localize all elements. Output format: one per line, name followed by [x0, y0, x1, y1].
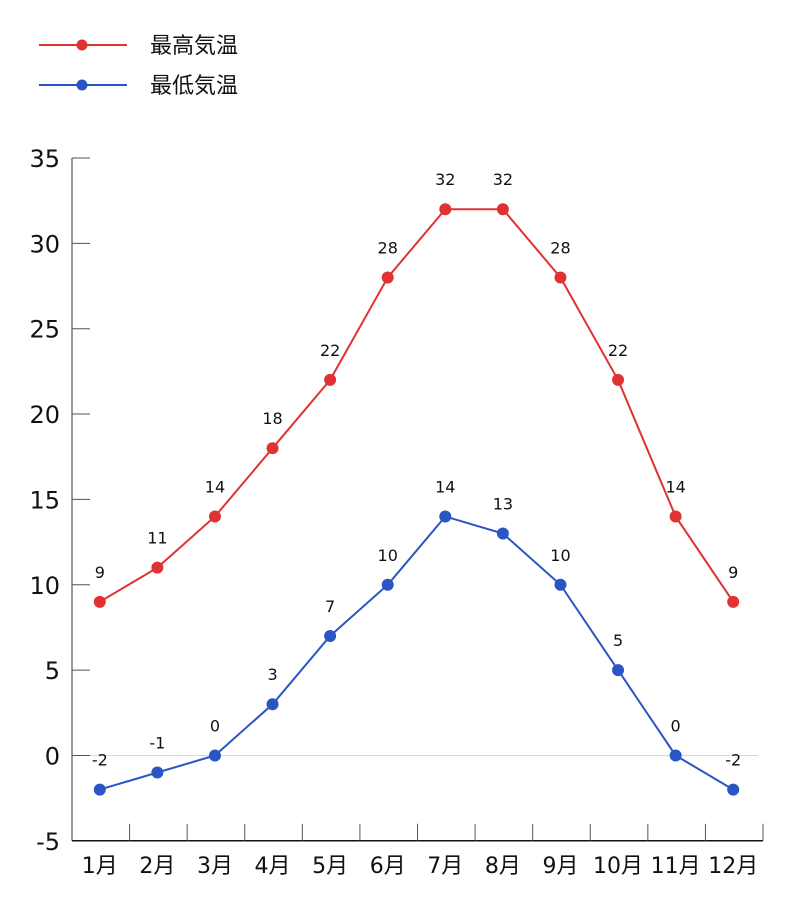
- data-point: [496, 203, 509, 216]
- legend-item: 最低気温: [39, 74, 238, 99]
- data-point: [324, 373, 337, 386]
- y-tick-label: 20: [29, 401, 60, 429]
- legend-marker-icon: [76, 79, 88, 91]
- legend-label: 最低気温: [150, 74, 238, 99]
- x-tick-label: 8月: [485, 854, 521, 879]
- data-point: [554, 271, 567, 284]
- x-tick-label: 11月: [651, 854, 701, 879]
- data-point: [151, 766, 164, 779]
- data-point: [669, 749, 682, 762]
- data-point: [727, 783, 740, 796]
- x-tick-label: 5月: [312, 854, 348, 879]
- data-point: [93, 783, 106, 796]
- data-label: 18: [262, 409, 282, 428]
- y-tick-label: 30: [29, 230, 60, 258]
- data-label: 32: [435, 170, 455, 189]
- data-point: [324, 629, 337, 642]
- data-label: 32: [493, 170, 513, 189]
- data-point: [381, 271, 394, 284]
- data-label: 9: [728, 563, 738, 582]
- data-point: [554, 578, 567, 591]
- y-tick-label: -5: [36, 828, 60, 856]
- data-label: 0: [671, 716, 681, 735]
- y-tick-label: 25: [29, 316, 60, 344]
- data-point: [612, 664, 625, 677]
- data-label: 22: [320, 341, 340, 360]
- data-point: [381, 578, 394, 591]
- data-point: [439, 203, 452, 216]
- y-tick-label: 10: [29, 572, 60, 600]
- data-label: 13: [493, 495, 513, 514]
- data-label: 10: [550, 546, 570, 565]
- y-tick-label: 15: [29, 486, 60, 514]
- series-max-temp: 9 11 14 18 22 28 32 32 28 22 14 9: [93, 170, 740, 608]
- legend-marker-icon: [76, 39, 88, 51]
- data-label: -2: [725, 751, 741, 770]
- x-tick-label: 10月: [593, 854, 643, 879]
- data-label: -2: [92, 751, 108, 770]
- x-tick-label: 12月: [708, 854, 758, 879]
- x-tick-label: 3月: [197, 854, 233, 879]
- x-tick-label: 2月: [139, 854, 175, 879]
- data-label: 3: [267, 665, 277, 684]
- data-point: [612, 373, 625, 386]
- data-point: [496, 527, 509, 540]
- data-label: 14: [435, 477, 455, 496]
- series-min-temp: -2 -1 0 3 7 10 14 13 10 5 0 -2: [92, 477, 741, 796]
- x-axis: 1月 2月 3月 4月 5月 6月 7月 8月 9月 10月 11月 12月: [72, 823, 764, 879]
- y-tick-label: 0: [45, 742, 60, 770]
- data-point: [266, 442, 279, 455]
- data-label: 10: [378, 546, 398, 565]
- data-label: 5: [613, 631, 623, 650]
- data-label: 9: [95, 563, 105, 582]
- x-tick-label: 6月: [370, 854, 406, 879]
- data-label: 14: [665, 477, 685, 496]
- x-tick-label: 9月: [542, 854, 578, 879]
- data-label: 22: [608, 341, 628, 360]
- y-tick-label: 5: [45, 657, 60, 685]
- data-label: 14: [205, 477, 225, 496]
- x-tick-label: 7月: [427, 854, 463, 879]
- data-point: [727, 595, 740, 608]
- data-point: [208, 749, 221, 762]
- data-label: 0: [210, 716, 220, 735]
- data-point: [669, 510, 682, 523]
- legend-item: 最高気温: [39, 34, 238, 59]
- data-point: [439, 510, 452, 523]
- data-point: [151, 561, 164, 574]
- x-tick-label: 1月: [82, 854, 118, 879]
- x-tick-label: 4月: [255, 854, 291, 879]
- data-label: 28: [550, 238, 570, 257]
- data-point: [93, 595, 106, 608]
- legend-label: 最高気温: [150, 34, 238, 59]
- data-label: 28: [378, 238, 398, 257]
- data-point: [208, 510, 221, 523]
- data-label: -1: [149, 734, 165, 753]
- y-tick-label: 35: [29, 145, 60, 173]
- series-line: [99, 515, 734, 791]
- data-label: 7: [325, 597, 335, 616]
- data-label: 11: [147, 529, 167, 548]
- data-point: [266, 698, 279, 711]
- series-line: [99, 208, 735, 603]
